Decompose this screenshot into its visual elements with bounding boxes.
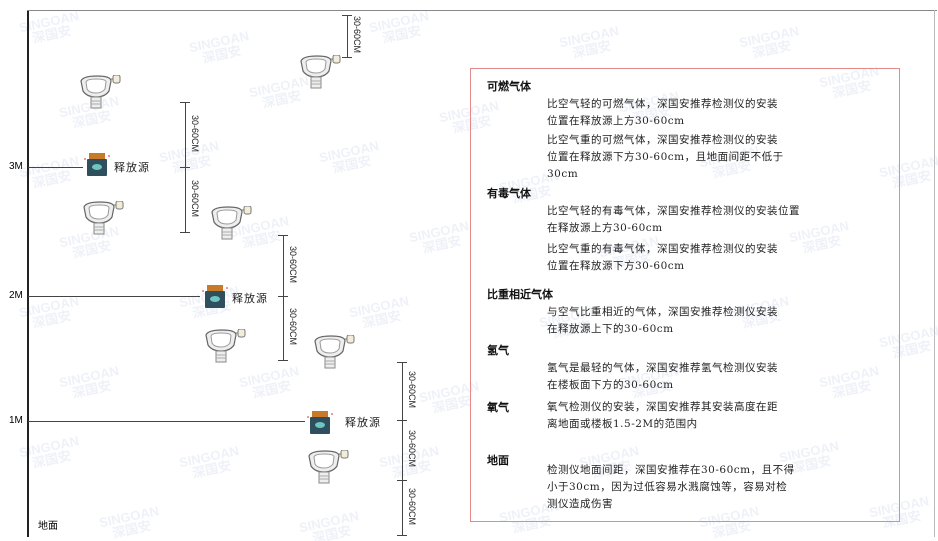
dimension-line [283, 235, 284, 296]
level-2m: 2M [9, 290, 23, 301]
right-border [934, 10, 935, 537]
level-1m: 1M [9, 415, 23, 426]
section-paragraph: 比空气重的有毒气体，深国安推荐检测仪的安装 位置在释放源下方30-60cm [547, 243, 778, 272]
dimension-label: 30-60CM [407, 487, 417, 525]
section-heading: 地面 [487, 454, 509, 467]
section-heading: 有毒气体 [487, 187, 531, 200]
dimension-tick [397, 480, 407, 481]
dimension-line [283, 296, 284, 360]
gas-detector-icon [305, 449, 349, 488]
dimension-label: 30-60CM [407, 371, 417, 409]
dimension-tick [180, 232, 190, 233]
gas-detector-icon [297, 54, 341, 93]
dimension-line [185, 102, 186, 167]
source-label: 释放源 [232, 292, 268, 305]
dimension-label: 30-60CM [288, 245, 298, 283]
gas-detector-icon [208, 205, 252, 244]
dimension-line [347, 15, 348, 57]
dimension-line [402, 362, 403, 420]
section-paragraph: 检测仪地面间距，深国安推荐在30-60cm，且不得 小于30cm，因为过低容易水… [547, 464, 795, 510]
gas-detector-icon [80, 200, 124, 239]
dimension-label: 30-60CM [288, 308, 298, 346]
dimension-tick [342, 15, 352, 16]
dimension-tick [278, 296, 288, 297]
level-3m: 3M [9, 161, 23, 172]
level-line-3m [28, 167, 83, 168]
section-paragraph: 比空气重的可燃气体，深国安推荐检测仪的安装 位置在释放源下方30-60cm，且地… [547, 134, 784, 180]
section-heading: 可燃气体 [487, 80, 531, 93]
section-heading: 氢气 [487, 344, 509, 357]
section-paragraph: 氧气检测仪的安装，深国安推荐其安装高度在距 离地面或楼板1.5-2M的范围内 [547, 401, 778, 430]
dimension-tick [180, 102, 190, 103]
section-paragraph: 与空气比重相近的气体，深国安推荐检测仪安装 在释放源上下的30-60cm [547, 306, 778, 335]
explanation-panel: 可燃气体比空气轻的可燃气体，深国安推荐检测仪的安装 位置在释放源上方30-60c… [470, 68, 900, 522]
dimension-label: 30-60CM [352, 16, 362, 54]
dimension-tick [397, 420, 407, 421]
dimension-tick [180, 167, 190, 168]
dimension-tick [278, 235, 288, 236]
dimension-line [402, 480, 403, 535]
source-label: 释放源 [345, 416, 381, 429]
dimension-tick [342, 57, 352, 58]
section-heading: 比重相近气体 [487, 288, 553, 301]
dimension-label: 30-60CM [190, 179, 200, 217]
ground-label: 地面 [38, 521, 58, 532]
release-source-icon [200, 283, 230, 313]
gas-detector-icon [77, 74, 121, 113]
release-source-icon [82, 151, 112, 181]
dimension-line [185, 167, 186, 232]
dimension-tick [397, 362, 407, 363]
section-paragraph: 比空气轻的可燃气体，深国安推荐检测仪的安装 位置在释放源上方30-60cm [547, 98, 778, 127]
section-paragraph: 氢气是最轻的气体，深国安推荐氢气检测仪安装 在楼板面下方的30-60cm [547, 362, 778, 391]
dimension-tick [278, 360, 288, 361]
section-heading: 氧气 [487, 401, 509, 414]
release-source-icon [305, 409, 335, 439]
source-label: 释放源 [114, 161, 150, 174]
level-line-1m [28, 421, 305, 422]
dimension-label: 30-60CM [190, 114, 200, 152]
gas-detector-icon [202, 328, 246, 367]
dimension-tick [397, 535, 407, 536]
wall-line [27, 10, 29, 537]
gas-detector-icon [311, 334, 355, 373]
dimension-line [402, 420, 403, 480]
dimension-label: 30-60CM [407, 430, 417, 468]
section-paragraph: 比空气轻的有毒气体，深国安推荐检测仪的安装位置 在释放源上方30-60cm [547, 205, 800, 234]
level-line-2m [28, 296, 200, 297]
ceiling-line [27, 10, 937, 11]
